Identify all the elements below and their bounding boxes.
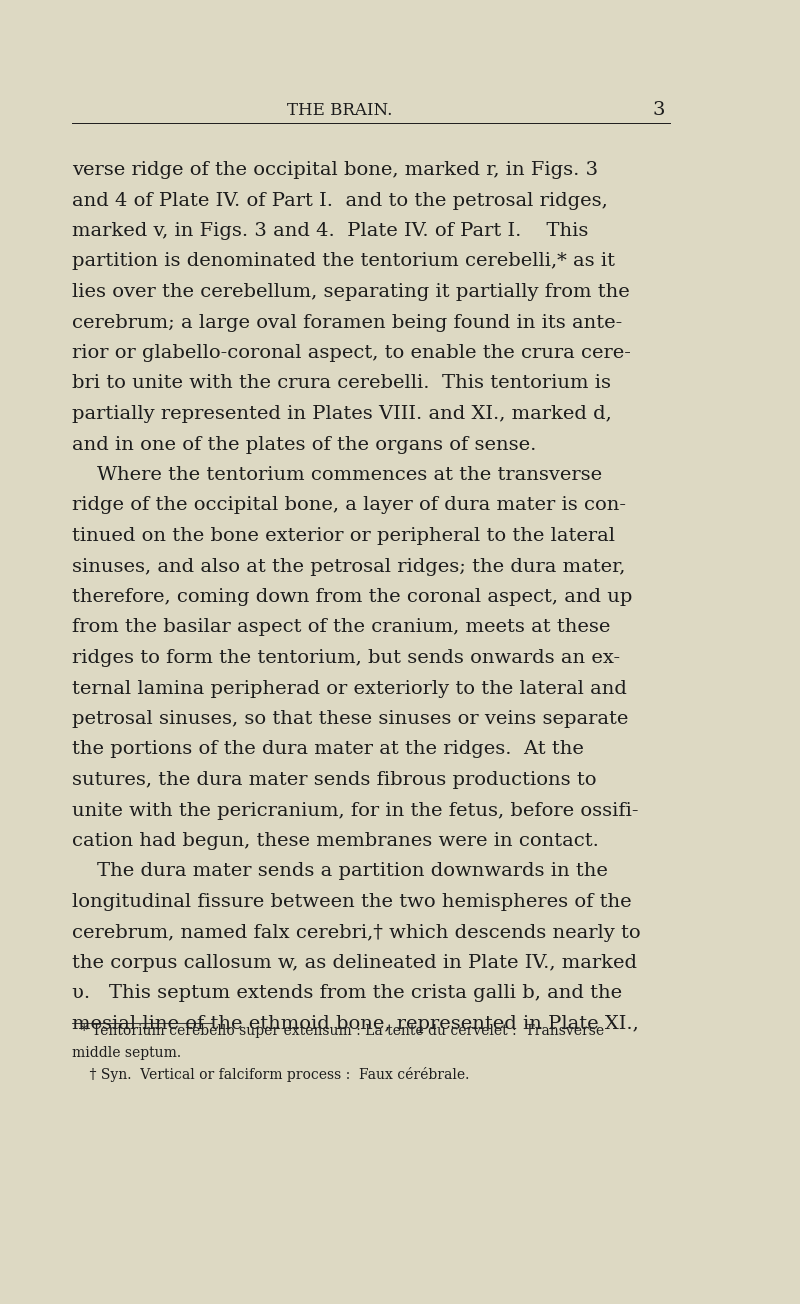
Text: and in one of the plates of the organs of sense.: and in one of the plates of the organs o… — [72, 436, 536, 454]
Text: from the basilar aspect of the cranium, meets at these: from the basilar aspect of the cranium, … — [72, 618, 610, 636]
Text: partially represented in Plates VIII. and XI., marked d,: partially represented in Plates VIII. an… — [72, 406, 612, 422]
Text: υ.   This septum extends from the crista galli b, and the: υ. This septum extends from the crista g… — [72, 985, 622, 1003]
Text: sinuses, and also at the petrosal ridges; the dura mater,: sinuses, and also at the petrosal ridges… — [72, 558, 626, 575]
Text: ridge of the occipital bone, a layer of dura mater is con-: ridge of the occipital bone, a layer of … — [72, 497, 626, 515]
Text: petrosal sinuses, so that these sinuses or veins separate: petrosal sinuses, so that these sinuses … — [72, 709, 628, 728]
Text: Where the tentorium commences at the transverse: Where the tentorium commences at the tra… — [72, 466, 602, 484]
Text: middle septum.: middle septum. — [72, 1046, 181, 1060]
Text: the corpus callosum w, as delineated in Plate IV., marked: the corpus callosum w, as delineated in … — [72, 955, 637, 971]
Text: * Tentorium cerebello super extensum : La tente du cervelet :  Transverse: * Tentorium cerebello super extensum : L… — [72, 1024, 604, 1038]
Text: bri to unite with the crura cerebelli.  This tentorium is: bri to unite with the crura cerebelli. T… — [72, 374, 611, 393]
Text: THE BRAIN.: THE BRAIN. — [287, 102, 393, 119]
Text: cation had begun, these membranes were in contact.: cation had begun, these membranes were i… — [72, 832, 599, 850]
Text: sutures, the dura mater sends fibrous productions to: sutures, the dura mater sends fibrous pr… — [72, 771, 597, 789]
Text: lies over the cerebellum, separating it partially from the: lies over the cerebellum, separating it … — [72, 283, 630, 301]
Text: verse ridge of the occipital bone, marked r, in Figs. 3: verse ridge of the occipital bone, marke… — [72, 160, 598, 179]
Text: partition is denominated the tentorium cerebelli,* as it: partition is denominated the tentorium c… — [72, 253, 615, 270]
Text: mesial line of the ethmoid bone, represented in Plate XI.,: mesial line of the ethmoid bone, represe… — [72, 1015, 638, 1033]
Text: tinued on the bone exterior or peripheral to the lateral: tinued on the bone exterior or periphera… — [72, 527, 615, 545]
Text: 3: 3 — [653, 100, 665, 119]
Text: unite with the pericranium, for in the fetus, before ossifi-: unite with the pericranium, for in the f… — [72, 802, 638, 819]
Text: marked v, in Figs. 3 and 4.  Plate IV. of Part I.    This: marked v, in Figs. 3 and 4. Plate IV. of… — [72, 222, 588, 240]
Text: † Syn.  Vertical or falciform process :  Faux cérébrale.: † Syn. Vertical or falciform process : F… — [72, 1067, 470, 1082]
Text: cerebrum, named falx cerebri,† which descends nearly to: cerebrum, named falx cerebri,† which des… — [72, 923, 641, 941]
Text: the portions of the dura mater at the ridges.  At the: the portions of the dura mater at the ri… — [72, 741, 584, 759]
Text: therefore, coming down from the coronal aspect, and up: therefore, coming down from the coronal … — [72, 588, 632, 606]
Text: ternal lamina peripherad or exteriorly to the lateral and: ternal lamina peripherad or exteriorly t… — [72, 679, 627, 698]
Text: ridges to form the tentorium, but sends onwards an ex-: ridges to form the tentorium, but sends … — [72, 649, 620, 668]
Text: longitudinal fissure between the two hemispheres of the: longitudinal fissure between the two hem… — [72, 893, 632, 911]
Text: rior or glabello-coronal aspect, to enable the crura cere-: rior or glabello-coronal aspect, to enab… — [72, 344, 631, 363]
Text: The dura mater sends a partition downwards in the: The dura mater sends a partition downwar… — [72, 862, 608, 880]
Text: and 4 of Plate IV. of Part I.  and to the petrosal ridges,: and 4 of Plate IV. of Part I. and to the… — [72, 192, 608, 210]
Text: cerebrum; a large oval foramen being found in its ante-: cerebrum; a large oval foramen being fou… — [72, 313, 622, 331]
